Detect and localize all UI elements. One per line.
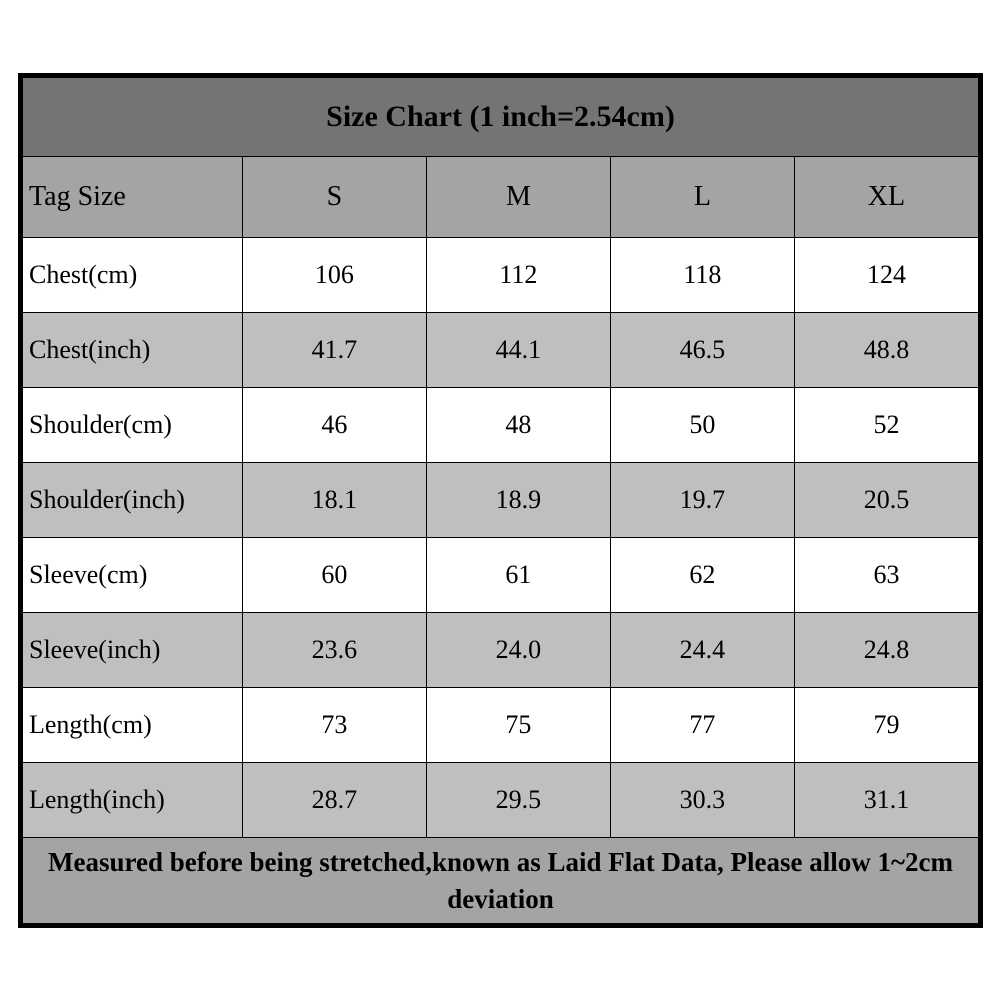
row-value: 46.5	[610, 313, 794, 388]
row-label: Chest(cm)	[23, 238, 243, 313]
row-value: 19.7	[610, 463, 794, 538]
row-label: Sleeve(inch)	[23, 613, 243, 688]
row-value: 29.5	[426, 763, 610, 838]
row-value: 48.8	[794, 313, 978, 388]
table-row: Length(inch)28.729.530.331.1	[23, 763, 979, 838]
row-label: Length(inch)	[23, 763, 243, 838]
row-label: Length(cm)	[23, 688, 243, 763]
header-col-xl: XL	[794, 157, 978, 238]
row-label: Chest(inch)	[23, 313, 243, 388]
table-row: Shoulder(inch)18.118.919.720.5	[23, 463, 979, 538]
row-value: 79	[794, 688, 978, 763]
header-col-m: M	[426, 157, 610, 238]
table-row: Shoulder(cm)46485052	[23, 388, 979, 463]
row-value: 23.6	[242, 613, 426, 688]
row-value: 24.8	[794, 613, 978, 688]
row-value: 75	[426, 688, 610, 763]
row-value: 50	[610, 388, 794, 463]
row-value: 124	[794, 238, 978, 313]
header-row: Tag Size S M L XL	[23, 157, 979, 238]
table-row: Sleeve(cm)60616263	[23, 538, 979, 613]
row-value: 52	[794, 388, 978, 463]
row-value: 112	[426, 238, 610, 313]
table-row: Chest(inch)41.744.146.548.8	[23, 313, 979, 388]
size-chart-table: Size Chart (1 inch=2.54cm) Tag Size S M …	[22, 77, 979, 924]
table-footer: Measured before being stretched,known as…	[23, 838, 979, 924]
data-rows: Chest(cm)106112118124Chest(inch)41.744.1…	[23, 238, 979, 838]
header-col-s: S	[242, 157, 426, 238]
row-value: 48	[426, 388, 610, 463]
row-value: 106	[242, 238, 426, 313]
size-chart-container: Size Chart (1 inch=2.54cm) Tag Size S M …	[18, 73, 983, 928]
row-value: 30.3	[610, 763, 794, 838]
row-value: 24.0	[426, 613, 610, 688]
table-title: Size Chart (1 inch=2.54cm)	[23, 78, 979, 157]
row-value: 73	[242, 688, 426, 763]
footer-row: Measured before being stretched,known as…	[23, 838, 979, 924]
row-label: Shoulder(inch)	[23, 463, 243, 538]
row-label: Sleeve(cm)	[23, 538, 243, 613]
row-value: 60	[242, 538, 426, 613]
row-value: 18.1	[242, 463, 426, 538]
table-row: Length(cm)73757779	[23, 688, 979, 763]
row-value: 62	[610, 538, 794, 613]
row-value: 18.9	[426, 463, 610, 538]
row-value: 118	[610, 238, 794, 313]
table-row: Chest(cm)106112118124	[23, 238, 979, 313]
row-value: 63	[794, 538, 978, 613]
row-value: 24.4	[610, 613, 794, 688]
row-value: 31.1	[794, 763, 978, 838]
row-value: 46	[242, 388, 426, 463]
row-value: 77	[610, 688, 794, 763]
title-row: Size Chart (1 inch=2.54cm)	[23, 78, 979, 157]
row-label: Shoulder(cm)	[23, 388, 243, 463]
row-value: 28.7	[242, 763, 426, 838]
row-value: 41.7	[242, 313, 426, 388]
row-value: 61	[426, 538, 610, 613]
table-row: Sleeve(inch)23.624.024.424.8	[23, 613, 979, 688]
header-col-l: L	[610, 157, 794, 238]
row-value: 20.5	[794, 463, 978, 538]
row-value: 44.1	[426, 313, 610, 388]
header-label: Tag Size	[23, 157, 243, 238]
